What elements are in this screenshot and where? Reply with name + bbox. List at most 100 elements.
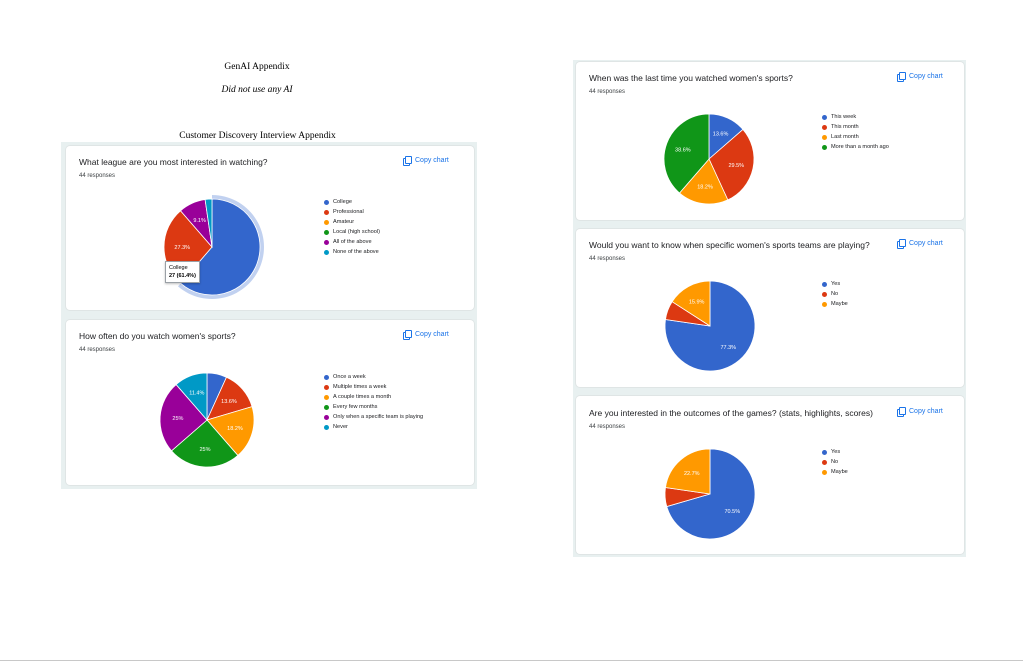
question-title: What league are you most interested in w…	[79, 157, 268, 167]
pie-slice-never[interactable]	[175, 372, 208, 422]
question-title: How often do you watch women's sports?	[79, 331, 236, 341]
slice-label-multiple-times-a-week: 13.6%	[221, 399, 237, 405]
legend-swatch	[324, 209, 329, 215]
copy-icon	[403, 156, 412, 166]
legend-swatch	[822, 291, 827, 297]
copy-chart-button[interactable]: Copy chart	[403, 330, 449, 340]
legend-swatch	[324, 249, 329, 255]
legend-item-maybe[interactable]: Maybe	[822, 299, 848, 309]
copy-icon	[897, 407, 906, 417]
legend-item-more-than-a-month-ago[interactable]: More than a month ago	[822, 142, 889, 152]
legend-item-yes[interactable]: Yes	[822, 279, 848, 289]
legend-item-a-couple-times-a-month[interactable]: A couple times a month	[324, 392, 423, 402]
pie-slice-college[interactable]	[180, 198, 261, 296]
legend-label: Multiple times a week	[333, 384, 387, 390]
slice-label-this-week: 13.6%	[713, 132, 729, 138]
genai-title: GenAI Appendix	[224, 62, 290, 72]
legend-swatch	[324, 394, 329, 400]
legend-swatch	[324, 219, 329, 225]
response-count: 44 responses	[79, 347, 116, 353]
legend-swatch	[822, 124, 827, 130]
slice-label-more-than-a-month-ago: 38.6%	[675, 147, 691, 153]
legend-label: Every few months	[333, 404, 378, 410]
legend-item-professional[interactable]: Professional	[324, 207, 380, 217]
tooltip-category: College	[169, 265, 188, 271]
legend-label: All of the above	[333, 239, 372, 245]
legend-item-this-week[interactable]: This week	[822, 112, 889, 122]
legend-label: More than a month ago	[831, 144, 889, 150]
chart-tooltip: College 27 (61.4%)	[165, 261, 200, 283]
legend-label: Local (high school)	[333, 229, 380, 235]
legend-swatch	[822, 281, 827, 287]
legend-label: This week	[831, 114, 857, 120]
legend-label: Yes	[831, 449, 841, 455]
legend-swatch	[822, 469, 827, 475]
copy-chart-button[interactable]: Copy chart	[897, 239, 943, 249]
legend-label: A couple times a month	[333, 394, 392, 400]
pie-slice-every-few-months[interactable]	[170, 419, 239, 468]
pie-slice-this-month[interactable]	[708, 128, 755, 201]
legend-item-all-of-the-above[interactable]: All of the above	[324, 237, 380, 247]
legend-label: Never	[333, 424, 348, 430]
legend-item-last-month[interactable]: Last month	[822, 132, 889, 142]
slice-label-professional: 27.3%	[174, 245, 190, 251]
legend-label: Once a week	[333, 374, 366, 380]
legend-swatch	[324, 229, 329, 235]
legend-swatch	[324, 374, 329, 380]
pie-chart-last-time: 13.6% 29.5% 18.2% 38.6%	[663, 113, 755, 205]
legend-item-college[interactable]: College	[324, 197, 380, 207]
chart-card-often: How often do you watch women's sports? 4…	[66, 320, 474, 485]
pie-slice-none-of-the-above[interactable]	[204, 198, 213, 248]
pie-slice-maybe[interactable]	[665, 448, 711, 495]
legend-item-no[interactable]: No	[822, 289, 848, 299]
pie-slice-maybe[interactable]	[671, 280, 711, 327]
copy-chart-label: Copy chart	[909, 408, 943, 415]
slice-label-this-month: 29.5%	[728, 163, 744, 169]
pie-slice-yes[interactable]	[666, 448, 756, 540]
response-count: 44 responses	[589, 89, 626, 95]
legend-label: No	[831, 291, 839, 297]
copy-chart-label: Copy chart	[415, 331, 449, 338]
copy-chart-button[interactable]: Copy chart	[897, 72, 943, 82]
chart-card-outcomes: Are you interested in the outcomes of th…	[576, 396, 964, 554]
copy-chart-label: Copy chart	[415, 157, 449, 164]
legend-item-this-month[interactable]: This month	[822, 122, 889, 132]
pie-chart-league: 27.3% 9.1%	[163, 195, 264, 299]
slice-label-maybe: 15.9%	[689, 300, 705, 306]
slice-label-every-few-months: 25%	[199, 447, 210, 453]
legend-item-maybe[interactable]: Maybe	[822, 467, 848, 477]
pie-slice-a-couple-times-a-month[interactable]	[206, 406, 255, 457]
legend-item-amateur[interactable]: Amateur	[324, 217, 380, 227]
pie-slice-more-than-a-month-ago[interactable]	[663, 113, 710, 194]
legend-item-once-a-week[interactable]: Once a week	[324, 372, 423, 382]
legend-item-multiple-times-a-week[interactable]: Multiple times a week	[324, 382, 423, 392]
legend-item-no[interactable]: No	[822, 457, 848, 467]
legend-swatch	[822, 114, 827, 120]
copy-icon	[897, 239, 906, 249]
pie-chart-know: 77.3% 15.9%	[664, 280, 756, 372]
genai-note: Did not use any AI	[221, 85, 293, 95]
legend-item-never[interactable]: Never	[324, 422, 423, 432]
legend-swatch	[324, 404, 329, 410]
legend-item-none-of-the-above[interactable]: None of the above	[324, 247, 380, 257]
legend-label: Yes	[831, 281, 841, 287]
copy-chart-button[interactable]: Copy chart	[403, 156, 449, 166]
pie-chart-outcomes: 70.5% 22.7%	[664, 448, 756, 540]
legend-label: None of the above	[333, 249, 379, 255]
response-count: 44 responses	[589, 424, 626, 430]
pie-slice-last-month[interactable]	[678, 158, 729, 205]
pie-slice-only-when-a-specific-team-is-playing[interactable]	[159, 383, 208, 452]
legend-label: This month	[831, 124, 859, 130]
legend-item-every-few-months[interactable]: Every few months	[324, 402, 423, 412]
pie-chart-often: 13.6% 18.2% 25% 25% 11.4%	[159, 372, 255, 468]
legend-label: Amateur	[333, 219, 355, 225]
legend-item-local-high-school[interactable]: Local (high school)	[324, 227, 380, 237]
chart-legend: College Professional Amateur Local (high sc…	[324, 197, 380, 257]
legend-swatch	[324, 239, 329, 245]
chart-card-know: Would you want to know when specific wom…	[576, 229, 964, 387]
legend-item-yes[interactable]: Yes	[822, 447, 848, 457]
chart-card-league: What league are you most interested in w…	[66, 146, 474, 310]
legend-item-only-when-a-specific-team-is-playing[interactable]: Only when a specific team is playing	[324, 412, 423, 422]
copy-chart-button[interactable]: Copy chart	[897, 407, 943, 417]
question-title: Are you interested in the outcomes of th…	[589, 408, 873, 418]
